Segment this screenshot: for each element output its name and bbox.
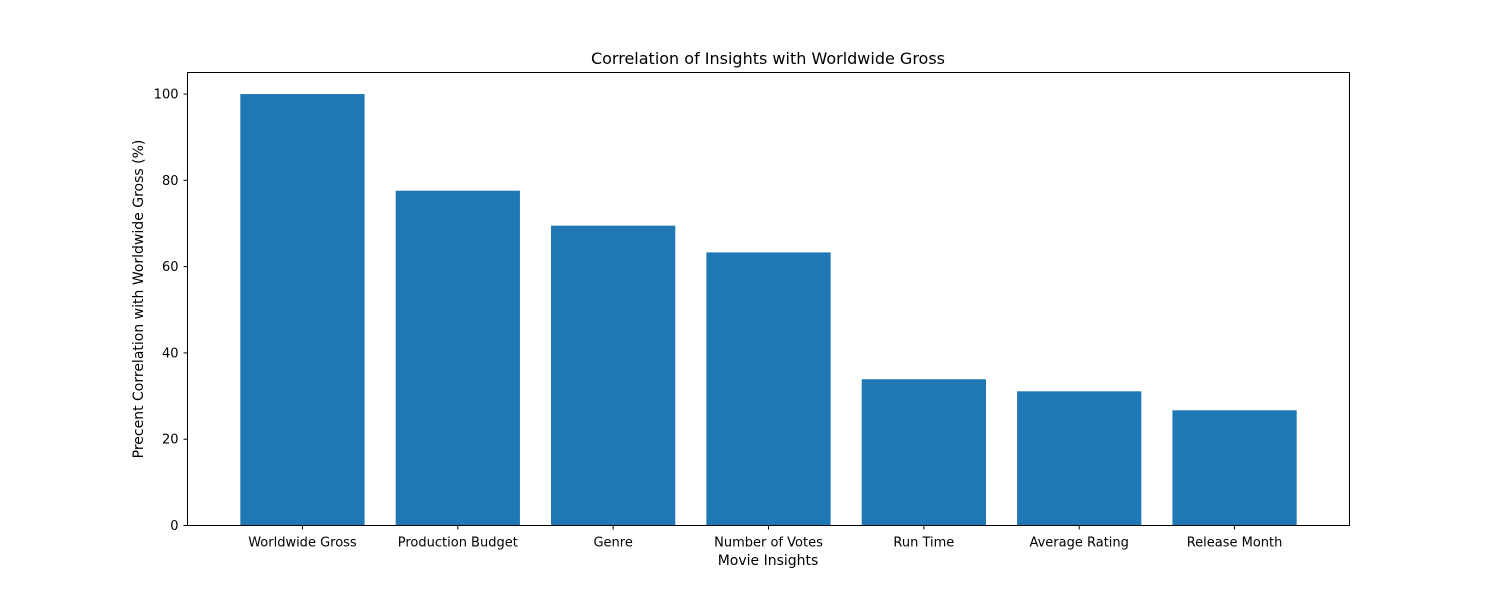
- y-axis-label: Precent Correlation with Worldwide Gross…: [131, 140, 147, 459]
- y-tick-label: 0: [170, 519, 178, 534]
- bar-worldwide-gross: [240, 94, 365, 526]
- y-tick-label: 40: [162, 346, 179, 361]
- y-tick-label: 60: [162, 260, 179, 275]
- x-tick-label: Number of Votes: [714, 536, 823, 551]
- bars-group: [240, 94, 1297, 526]
- chart-title: Correlation of Insights with Worldwide G…: [591, 49, 945, 68]
- x-tick-label: Average Rating: [1029, 536, 1128, 551]
- x-axis-label: Movie Insights: [718, 553, 819, 569]
- x-tick-label: Worldwide Gross: [248, 536, 357, 551]
- x-axis: Worldwide Gross Production Budget Genre Num…: [248, 525, 1283, 551]
- bar-run-time: [861, 379, 986, 526]
- y-tick-label: 80: [162, 174, 179, 189]
- bar-release-month: [1172, 410, 1297, 526]
- bar-genre: [551, 225, 676, 526]
- x-tick-label: Production Budget: [398, 536, 518, 551]
- x-tick-label: Genre: [593, 536, 632, 551]
- x-tick-label: Run Time: [893, 536, 954, 551]
- bar-number-of-votes: [706, 252, 831, 526]
- y-tick-label: 100: [154, 88, 179, 103]
- bar-production-budget: [395, 190, 520, 526]
- bar-average-rating: [1017, 391, 1142, 526]
- y-tick-label: 20: [162, 433, 179, 448]
- x-tick-label: Release Month: [1187, 536, 1283, 551]
- y-axis: 0 20 40 60 80 100: [154, 88, 188, 534]
- plot-frame: [187, 72, 1350, 526]
